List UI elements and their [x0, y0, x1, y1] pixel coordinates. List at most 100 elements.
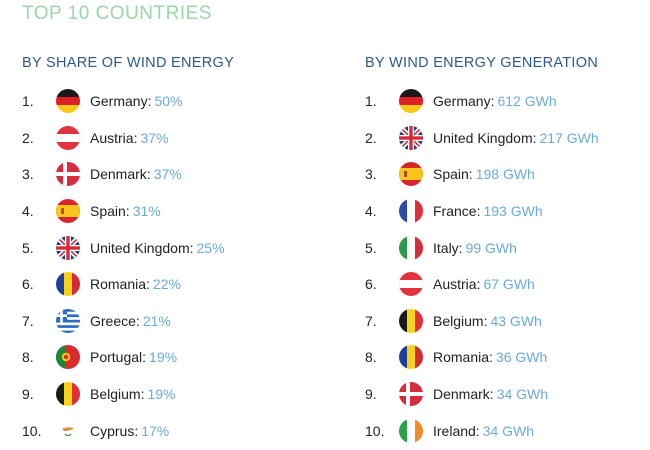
rank-number: 1. [365, 93, 377, 110]
country-value: 198 GWh [475, 166, 535, 183]
list-item: 4. Spain: 31% [22, 193, 234, 230]
country-name: Austria: [90, 129, 138, 146]
list-item: 8. Romania: 36 GWh [365, 339, 599, 376]
country-value: 37% [140, 129, 169, 146]
rank-number: 7. [365, 312, 377, 329]
country-value: 17% [141, 422, 170, 439]
denmark-flag-icon [399, 382, 423, 407]
germany-flag-icon [56, 89, 80, 114]
rank-number: 5. [365, 239, 377, 256]
rank-number: 4. [22, 203, 34, 220]
ireland-flag-icon [399, 418, 423, 443]
list-item: 6. Austria: 67 GWh [365, 266, 599, 303]
rank-number: 2. [22, 129, 34, 146]
country-name: Belgium: [90, 386, 145, 403]
country-value: 50% [154, 93, 183, 110]
rank-number: 9. [365, 386, 377, 403]
list-item: 3. Spain: 198 GWh [365, 156, 599, 193]
rank-number: 6. [365, 276, 377, 293]
rank-number: 5. [22, 239, 34, 256]
country-value: 99 GWh [465, 239, 517, 256]
country-name: Denmark: [433, 386, 494, 403]
rank-number: 9. [22, 386, 34, 403]
list-item: 3. Denmark: 37% [22, 156, 234, 193]
country-name: Ireland: [433, 422, 480, 439]
country-name: Germany: [90, 93, 152, 110]
country-value: 25% [196, 239, 225, 256]
country-name: Portugal: [90, 349, 147, 366]
country-name: Belgium: [433, 312, 488, 329]
country-value: 37% [153, 166, 182, 183]
list-item: 5. Italy: 99 GWh [365, 229, 599, 266]
list-item: 8. Portugal: 19% [22, 339, 234, 376]
list-item: 9. Denmark: 34 GWh [365, 376, 599, 413]
list-item: 7. Greece: 21% [22, 303, 234, 340]
country-value: 21% [142, 312, 171, 329]
portugal-flag-icon [56, 345, 80, 370]
country-value: 193 GWh [483, 203, 543, 220]
spain-flag-icon [56, 199, 80, 224]
country-value: 34 GWh [496, 386, 549, 403]
denmark-flag-icon [56, 162, 80, 187]
rank-number: 10. [22, 422, 42, 439]
germany-flag-icon [399, 89, 423, 114]
list-item: 1. Germany: 50% [22, 83, 234, 120]
country-value: 31% [132, 203, 161, 220]
italy-flag-icon [399, 235, 423, 260]
rank-number: 2. [365, 129, 377, 146]
uk-flag-icon [399, 125, 423, 150]
country-name: Germany: [433, 93, 495, 110]
list-item: 4. France: 193 GWh [365, 193, 599, 230]
country-name: Cyprus: [90, 422, 139, 439]
list-item: 2. Austria: 37% [22, 120, 234, 157]
rank-number: 4. [365, 203, 377, 220]
rank-number: 10. [365, 422, 385, 439]
country-value: 612 GWh [497, 93, 557, 110]
belgium-flag-icon [399, 308, 423, 333]
rank-number: 8. [22, 349, 34, 366]
generation-list: 1. Germany: 612 GWh 2. United Kingdom: 217 GW… [365, 83, 599, 449]
country-value: 67 GWh [483, 276, 535, 293]
generation-heading: BY WIND ENERGY GENERATION [365, 55, 599, 71]
country-name: Romania: [433, 349, 493, 366]
country-name: Denmark: [90, 166, 151, 183]
spain-flag-icon [399, 162, 423, 187]
country-name: France: [433, 203, 481, 220]
country-value: 34 GWh [482, 422, 535, 439]
country-value: 19% [147, 386, 176, 403]
country-value: 217 GWh [539, 129, 599, 146]
france-flag-icon [399, 199, 423, 224]
page-title: TOP 10 COUNTRIES [22, 3, 212, 24]
romania-flag-icon [399, 345, 423, 370]
rank-number: 7. [22, 312, 34, 329]
country-value: 43 GWh [490, 312, 542, 329]
country-value: 22% [152, 276, 181, 293]
country-name: Spain: [433, 166, 473, 183]
list-item: 10. Cyprus: 17% [22, 412, 234, 449]
country-name: United Kingdom: [433, 129, 537, 146]
share-column: BY SHARE OF WIND ENERGY 1. Germany: 50% 2. A… [22, 52, 234, 449]
uk-flag-icon [56, 235, 80, 260]
rank-number: 1. [22, 93, 34, 110]
list-item: 9. Belgium: 19% [22, 376, 234, 413]
cyprus-flag-icon [56, 418, 80, 443]
romania-flag-icon [56, 272, 80, 297]
country-name: Italy: [433, 239, 463, 256]
country-name: Greece: [90, 312, 140, 329]
rank-number: 6. [22, 276, 34, 293]
rank-number: 3. [365, 166, 377, 183]
austria-flag-icon [399, 272, 423, 297]
list-item: 6. Romania: 22% [22, 266, 234, 303]
rank-number: 8. [365, 349, 377, 366]
country-value: 19% [149, 349, 178, 366]
list-item: 7. Belgium: 43 GWh [365, 303, 599, 340]
rank-number: 3. [22, 166, 34, 183]
country-name: Spain: [90, 203, 130, 220]
country-name: United Kingdom: [90, 239, 194, 256]
list-item: 1. Germany: 612 GWh [365, 83, 599, 120]
list-item: 5. United Kingdom: 25% [22, 229, 234, 266]
share-heading: BY SHARE OF WIND ENERGY [22, 55, 235, 71]
country-name: Romania: [90, 276, 150, 293]
list-item: 2. United Kingdom: 217 GWh [365, 120, 599, 157]
greece-flag-icon [56, 308, 80, 333]
